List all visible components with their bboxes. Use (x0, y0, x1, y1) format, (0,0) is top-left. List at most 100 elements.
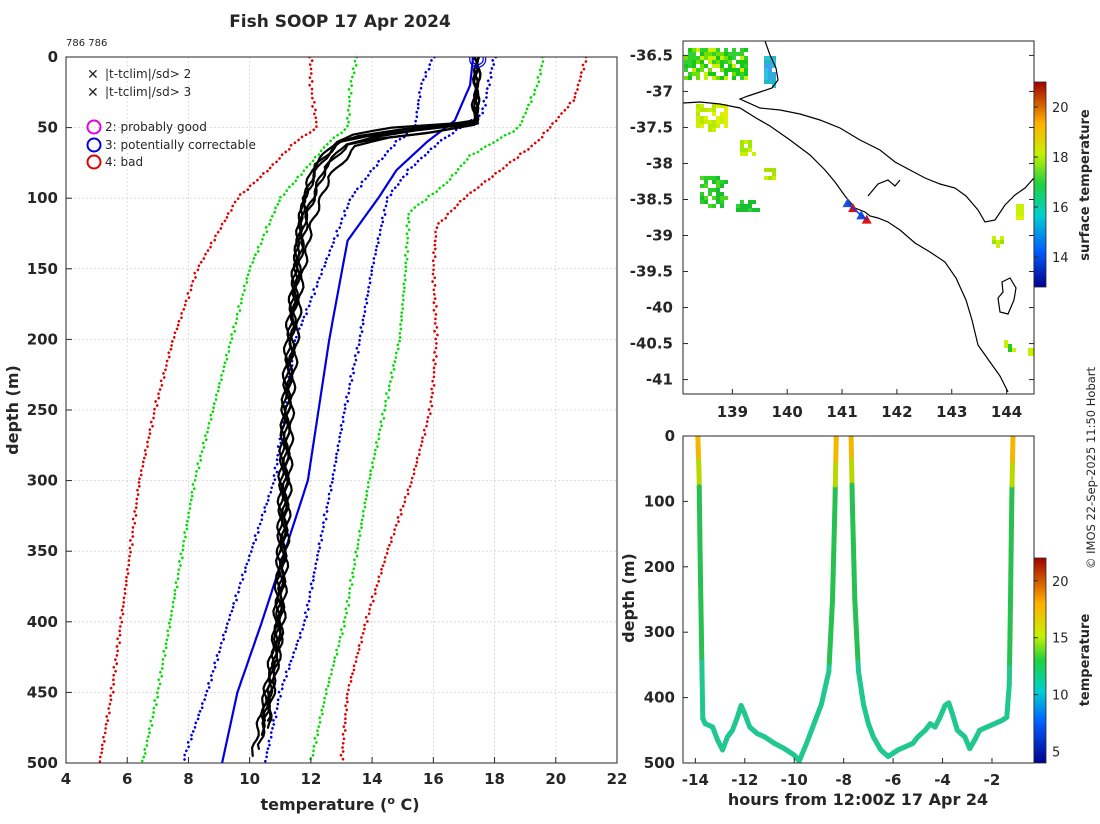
sst-pixel (700, 124, 704, 128)
sst-pixel (716, 60, 720, 64)
main-xtick-label: 16 (423, 770, 444, 788)
sst-pixel (692, 56, 696, 60)
sst-pixel (732, 64, 736, 68)
sst-pixel (772, 172, 776, 176)
sst-pixel (1020, 212, 1024, 216)
sst-pixel (764, 56, 768, 60)
ts-xtick-label: -14 (682, 771, 709, 789)
sst-pixel (720, 192, 724, 196)
sst-pixel (740, 208, 744, 212)
sst-pixel (704, 196, 708, 200)
sst-pixel (748, 148, 752, 152)
sst-pixel (740, 200, 744, 204)
sst-pixel (692, 48, 696, 52)
sst-pixel (728, 68, 732, 72)
sst-pixel (692, 72, 696, 76)
sst-pixels (684, 48, 1036, 356)
sst-pixel (712, 72, 716, 76)
sst-pixel (704, 180, 708, 184)
map-xtick-label: 141 (826, 403, 857, 421)
sst-pixel (992, 236, 996, 240)
sst-pixel (712, 56, 716, 60)
sst-pixel (1012, 348, 1016, 352)
main-xlabel: temperature (o C) (260, 794, 419, 814)
map-xtick-label: 144 (991, 403, 1022, 421)
sst-pixel (756, 208, 760, 212)
sst-pixel (688, 64, 692, 68)
sst-pixel (704, 120, 708, 124)
sst-pixel (768, 80, 772, 84)
sst-pixel (772, 168, 776, 172)
sst-pixel (768, 76, 772, 80)
sst-pixel (764, 80, 768, 84)
sst-pixel (724, 124, 728, 128)
sst-pixel (732, 48, 736, 52)
sst-pixel (720, 200, 724, 204)
ts-ytick-label: 400 (644, 689, 675, 707)
map-ytick-label: -38.5 (630, 190, 673, 208)
sst-pixel (716, 120, 720, 124)
sst-pixel (712, 60, 716, 64)
coastline-mainland (683, 102, 1008, 392)
sst-pixel (716, 176, 720, 180)
legend-marker-o-blue (88, 139, 101, 152)
ts-colorbar (1034, 558, 1046, 763)
main-xtick-label: 20 (545, 770, 566, 788)
sst-pixel (716, 116, 720, 120)
sst-pixel (744, 148, 748, 152)
sst-pixel (1028, 348, 1032, 352)
sst-pixel (1020, 204, 1024, 208)
map-ytick-label: -40 (646, 299, 673, 317)
sst-pixel (720, 196, 724, 200)
sst-pixel (688, 48, 692, 52)
sst-pixel (740, 76, 744, 80)
sst-pixel (744, 64, 748, 68)
sst-pixel (688, 60, 692, 64)
sst-pixel (1020, 208, 1024, 212)
map-colorbar-tick-label: 20 (1052, 101, 1069, 116)
sst-pixel (696, 104, 700, 108)
sst-pixel (744, 72, 748, 76)
map-colorbar-tick-label: 16 (1052, 201, 1069, 216)
main-ytick-label: 300 (27, 472, 58, 490)
map-ytick-label: -39 (646, 227, 673, 245)
sst-pixel (724, 180, 728, 184)
sst-pixel (740, 140, 744, 144)
sst-pixel (684, 76, 688, 80)
sst-pixel (740, 52, 744, 56)
sst-pixel (704, 72, 708, 76)
sst-pixel (692, 52, 696, 56)
map-ytick-label: -36.5 (630, 46, 673, 64)
sst-pixel (744, 56, 748, 60)
sst-pixel (996, 240, 1000, 244)
sst-pixel (1004, 344, 1008, 348)
sst-pixel (772, 72, 776, 76)
ts-colorbar-tick-label: 15 (1052, 632, 1069, 647)
sst-pixel (696, 60, 700, 64)
profile-id-label: 786 786 (66, 38, 107, 49)
sst-pixel (744, 208, 748, 212)
main-ylabel: depth (m) (3, 365, 22, 455)
sst-pixel (1020, 216, 1024, 220)
series-mean-1-sd (182, 57, 434, 763)
sst-pixel (740, 64, 744, 68)
sst-pixel (724, 76, 728, 80)
sst-pixel (720, 52, 724, 56)
sst-pixel (720, 180, 724, 184)
sst-pixel (688, 76, 692, 80)
main-xtick-label: 4 (61, 770, 71, 788)
sst-pixel (700, 176, 704, 180)
sst-pixel (700, 192, 704, 196)
sst-pixel (716, 52, 720, 56)
sst-pixel (724, 68, 728, 72)
sst-pixel (744, 76, 748, 80)
sst-pixel (696, 120, 700, 124)
sst-pixel (724, 60, 728, 64)
sst-pixel (716, 104, 720, 108)
sst-pixel (736, 60, 740, 64)
sst-pixel (712, 204, 716, 208)
sst-pixel (700, 184, 704, 188)
map-xtick-label: 142 (881, 403, 912, 421)
sst-pixel (712, 128, 716, 132)
sst-pixel (1008, 344, 1012, 348)
